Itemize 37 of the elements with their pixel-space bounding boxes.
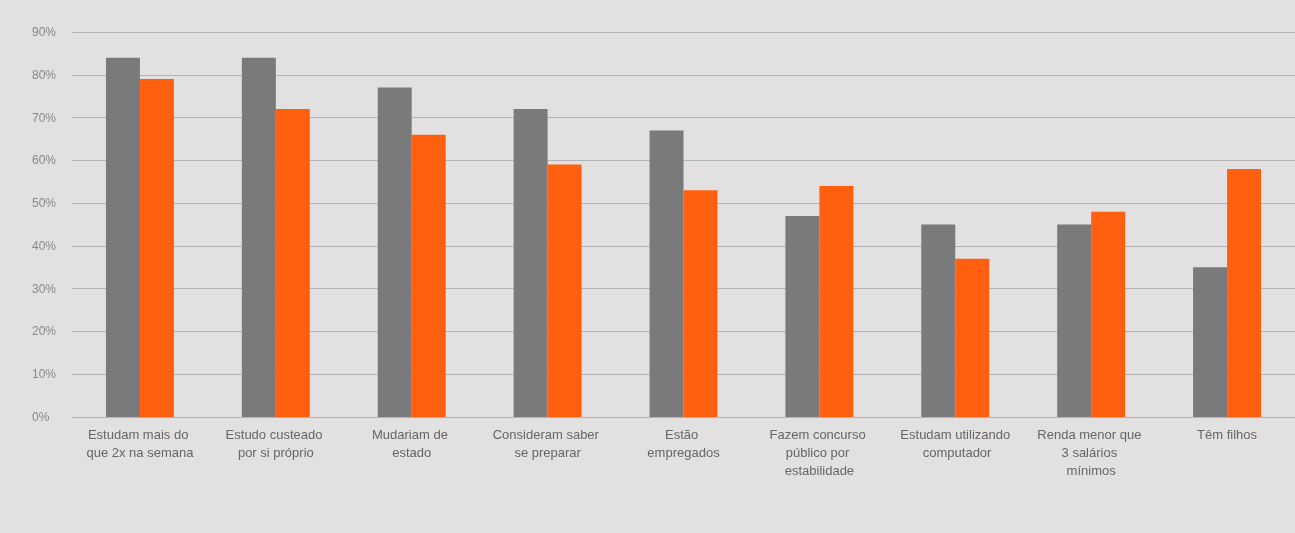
bar	[921, 224, 956, 417]
bar	[241, 57, 276, 417]
y-tick-label: 50%	[32, 196, 57, 211]
bar	[955, 258, 990, 417]
bar	[275, 109, 310, 417]
bar	[649, 130, 684, 417]
bar	[819, 186, 854, 417]
bar	[1227, 168, 1262, 417]
y-tick-label: 10%	[32, 367, 57, 382]
bar	[785, 215, 820, 417]
x-tick-label: Estão empregados	[647, 426, 721, 460]
y-tick-label: 90%	[32, 25, 57, 39]
y-tick-label: 40%	[32, 238, 57, 253]
x-tick-label: Estudam utilizando computador	[900, 426, 1011, 460]
bar	[377, 87, 412, 417]
bar	[411, 134, 446, 417]
y-tick-label: 70%	[32, 110, 57, 125]
bar	[1091, 211, 1126, 417]
x-tick-label: Têm filhos	[1197, 426, 1258, 442]
x-tick-label: Fazem concurso público por estabilidade	[769, 426, 870, 478]
bar	[683, 190, 718, 417]
x-tick-label: Mudariam de estado	[371, 426, 452, 460]
x-tick-label: Estudo custeado por si próprio	[225, 426, 327, 460]
y-tick-label: 20%	[32, 324, 57, 339]
x-tick-label: Renda menor que 3 salários mínimos	[1037, 426, 1146, 478]
y-tick-label: 0%	[32, 410, 50, 424]
bar	[547, 164, 582, 417]
y-tick-label: 30%	[32, 281, 57, 296]
y-tick-label: 80%	[32, 67, 57, 82]
bar	[513, 109, 548, 417]
x-tick-label: Consideram saber se preparar	[492, 426, 603, 460]
bar	[1057, 224, 1092, 417]
bar	[105, 57, 140, 417]
bar	[1193, 267, 1228, 417]
y-tick-label: 60%	[32, 153, 57, 168]
bar	[139, 79, 174, 417]
x-tick-label: Estudam mais do que 2x na semana	[86, 426, 195, 460]
